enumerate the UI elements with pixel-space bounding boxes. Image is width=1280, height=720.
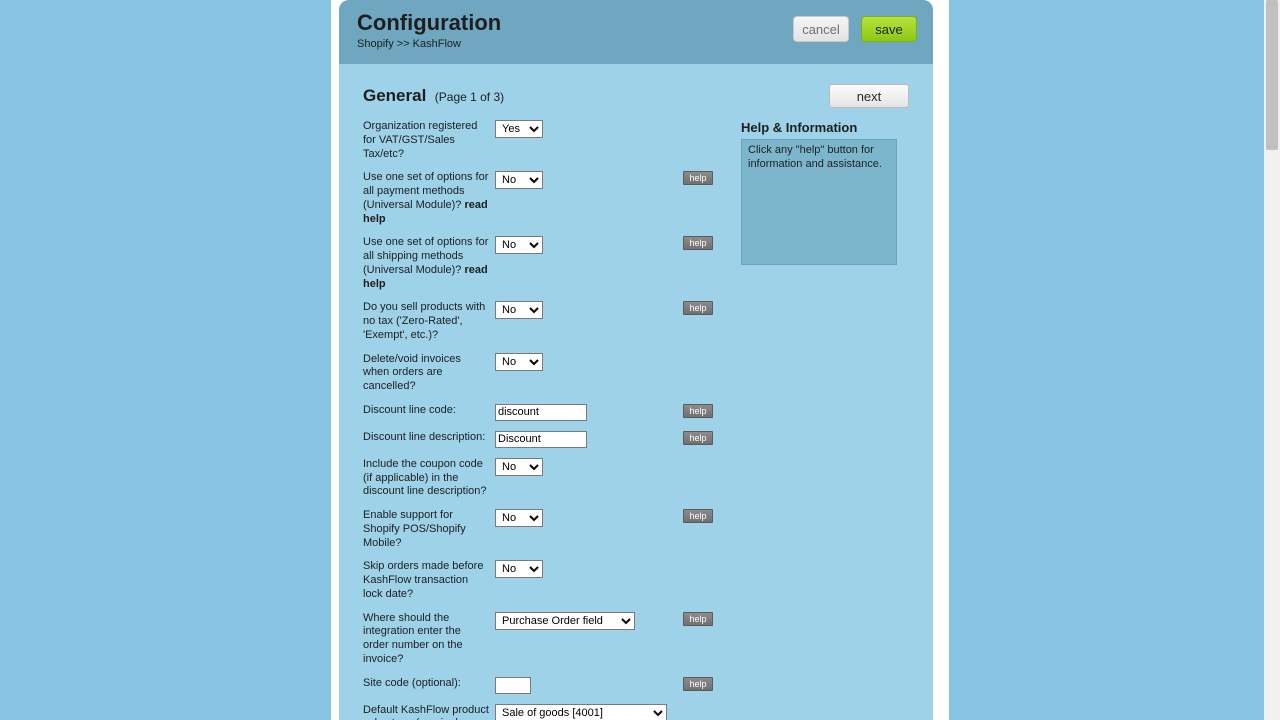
select-void-cancel[interactable]: No: [495, 353, 543, 371]
label-disc-code: Discount line code:: [363, 404, 495, 418]
save-button[interactable]: save: [861, 16, 917, 42]
page-scrollbar[interactable]: [1264, 0, 1280, 720]
breadcrumb: Shopify >> KashFlow: [357, 38, 501, 50]
input-disc-code[interactable]: [495, 404, 587, 421]
select-vat[interactable]: Yes: [495, 120, 543, 138]
label-order-number: Where should the integration enter the o…: [363, 612, 495, 667]
outer-panel: Configuration Shopify >> KashFlow cancel…: [331, 0, 949, 720]
scrollbar-thumb[interactable]: [1266, 0, 1278, 150]
label-void-cancel: Delete/void invoices when orders are can…: [363, 353, 495, 394]
section-title: General: [363, 86, 426, 105]
label-disc-desc: Discount line description:: [363, 431, 495, 445]
select-ship-universal[interactable]: No: [495, 236, 543, 254]
help-button[interactable]: help: [683, 301, 713, 315]
config-card: Configuration Shopify >> KashFlow cancel…: [339, 0, 933, 720]
select-pay-universal[interactable]: No: [495, 171, 543, 189]
cancel-button[interactable]: cancel: [793, 16, 849, 42]
help-button[interactable]: help: [683, 236, 713, 250]
next-button[interactable]: next: [829, 84, 909, 108]
label-pay-universal: Use one set of options for all payment m…: [363, 171, 495, 226]
select-default-sales[interactable]: Sale of goods [4001]: [495, 704, 667, 720]
help-button[interactable]: help: [683, 509, 713, 523]
page-title: Configuration: [357, 10, 501, 36]
form-column: Organization registered for VAT/GST/Sale…: [363, 120, 721, 720]
label-zero-rated: Do you sell products with no tax ('Zero-…: [363, 301, 495, 342]
help-panel-title: Help & Information: [741, 120, 897, 135]
help-button[interactable]: help: [683, 171, 713, 185]
label-site-code: Site code (optional):: [363, 677, 495, 691]
select-pos[interactable]: No: [495, 509, 543, 527]
input-disc-desc[interactable]: [495, 431, 587, 448]
select-order-number[interactable]: Purchase Order field: [495, 612, 635, 630]
help-button[interactable]: help: [683, 612, 713, 626]
label-pos: Enable support for Shopify POS/Shopify M…: [363, 509, 495, 550]
label-skip-lock: Skip orders made before KashFlow transac…: [363, 560, 495, 601]
select-zero-rated[interactable]: No: [495, 301, 543, 319]
label-default-sales: Default KashFlow product sales type (nom…: [363, 704, 495, 720]
input-site-code[interactable]: [495, 677, 531, 694]
section-page: (Page 1 of 3): [435, 90, 504, 104]
help-button[interactable]: help: [683, 677, 713, 691]
help-panel-box: Click any "help" button for information …: [741, 139, 897, 265]
help-button[interactable]: help: [683, 431, 713, 445]
label-vat: Organization registered for VAT/GST/Sale…: [363, 120, 495, 161]
help-button[interactable]: help: [683, 404, 713, 418]
select-coupon[interactable]: No: [495, 458, 543, 476]
label-ship-universal: Use one set of options for all shipping …: [363, 236, 495, 291]
select-skip-lock[interactable]: No: [495, 560, 543, 578]
label-coupon: Include the coupon code (if applicable) …: [363, 458, 495, 499]
card-header: Configuration Shopify >> KashFlow cancel…: [339, 0, 933, 64]
